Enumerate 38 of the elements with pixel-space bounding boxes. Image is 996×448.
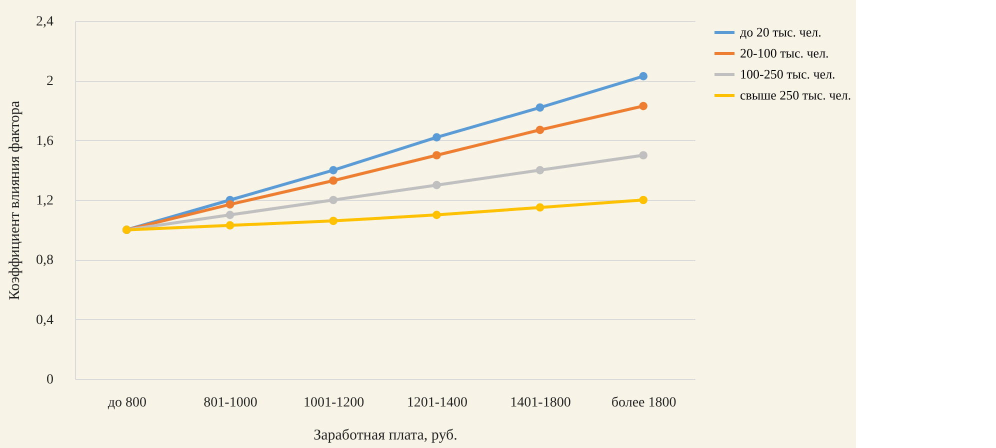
point xyxy=(639,72,648,80)
point xyxy=(226,210,234,220)
y-axis-title: Коэффициент влияния фактора xyxy=(7,100,23,300)
point xyxy=(536,126,544,134)
x-tick-label: 1401-1800 xyxy=(510,396,571,410)
point xyxy=(329,216,338,226)
x-tick-label: до 800 xyxy=(108,396,146,410)
point xyxy=(432,133,441,142)
point xyxy=(639,102,648,110)
legend-label: 100-250 тыс. чел. xyxy=(740,66,836,82)
point xyxy=(432,210,441,220)
point xyxy=(536,166,544,174)
point xyxy=(536,103,544,112)
point xyxy=(329,176,338,185)
y-tick-label: 2,4 xyxy=(36,14,54,30)
x-tick-label: 1201-1400 xyxy=(406,396,468,410)
point xyxy=(329,196,338,204)
point xyxy=(432,151,441,160)
y-tick-label: 0,4 xyxy=(36,312,54,328)
point xyxy=(536,203,544,212)
y-tick-label: 0,8 xyxy=(36,253,54,268)
legend-label: до 20 тыс. чел. xyxy=(740,24,822,40)
x-tick-label: 1001-1200 xyxy=(303,396,364,410)
y-tick-label: 0 xyxy=(46,372,54,388)
x-axis-title: Заработная плата, руб. xyxy=(314,428,458,444)
legend-label: свыше 250 тыс. чел. xyxy=(740,88,852,102)
point xyxy=(432,180,441,190)
point xyxy=(226,200,234,209)
point xyxy=(226,221,234,230)
point xyxy=(329,166,338,174)
x-tick-label: более 1800 xyxy=(611,396,676,410)
y-tick-label: 2 xyxy=(46,74,54,90)
legend-label: 20-100 тыс. чел. xyxy=(740,46,829,60)
y-tick-label: 1,2 xyxy=(36,194,54,208)
x-tick-label: 801-1000 xyxy=(204,396,258,410)
point xyxy=(639,151,648,160)
y-tick-label: 1,6 xyxy=(36,134,54,149)
point xyxy=(639,196,648,204)
